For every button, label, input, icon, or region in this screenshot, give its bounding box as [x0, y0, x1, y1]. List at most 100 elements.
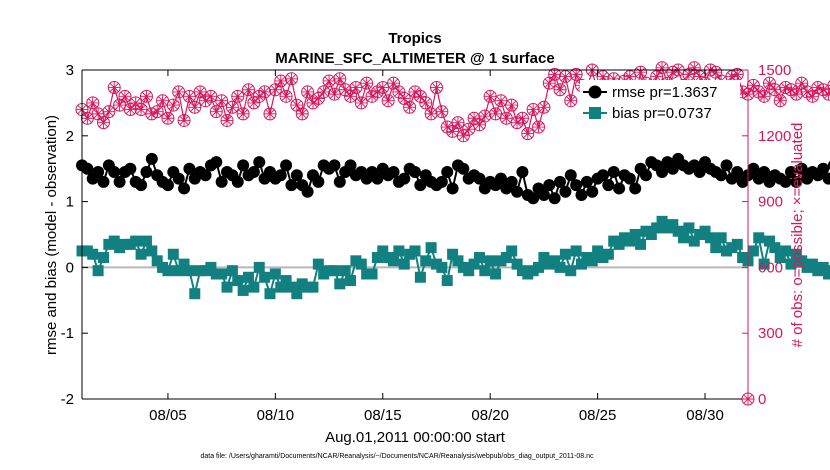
obs-point	[242, 83, 255, 97]
bias-point	[806, 258, 818, 270]
y-tick-label: -1	[61, 325, 74, 342]
rmse-point	[790, 175, 803, 188]
bias-point	[817, 261, 829, 273]
bias-point	[823, 268, 830, 280]
bias-point	[710, 242, 722, 254]
bias-point	[189, 288, 201, 300]
bias-point	[253, 261, 265, 273]
obs-point	[413, 89, 427, 103]
obs-evaluated-marker	[178, 114, 191, 127]
obs-point	[96, 116, 110, 130]
obs-evaluated-marker	[113, 99, 126, 112]
obs-evaluated-marker	[269, 83, 282, 96]
bias-point	[592, 245, 604, 257]
bias-point	[173, 265, 185, 277]
obs-evaluated-marker	[419, 96, 432, 109]
y2-tick-label: 1500	[758, 62, 791, 79]
obs-point	[134, 102, 148, 116]
bias-point	[490, 268, 502, 280]
rmse-point	[441, 165, 454, 178]
data-file-footnote: data file: /Users/gharamti/Documents/NCA…	[200, 453, 594, 460]
obs-evaluated-marker	[634, 66, 647, 79]
obs-evaluated-marker	[505, 99, 518, 112]
obs-evaluated-marker	[688, 61, 701, 74]
rmse-point	[92, 165, 105, 178]
rmse-point	[575, 189, 588, 202]
bias-point	[366, 268, 378, 280]
obs-evaluated-marker	[409, 85, 421, 98]
obs-point	[156, 94, 170, 108]
obs-evaluated-marker	[511, 116, 524, 129]
y-tick-label: 3	[66, 62, 74, 79]
bias-point	[586, 255, 598, 267]
obs-evaluated-marker	[263, 107, 276, 120]
rmse-point	[328, 159, 341, 172]
obs-evaluated-marker	[382, 94, 395, 107]
obs-point	[349, 81, 363, 95]
obs-evaluated-marker	[527, 103, 540, 116]
rmse-point	[559, 185, 572, 198]
obs-evaluated-marker	[151, 105, 164, 118]
rmse-point	[290, 169, 303, 182]
rmse-point	[97, 175, 110, 188]
obs-point	[91, 107, 105, 121]
obs-evaluated-marker	[403, 101, 416, 114]
obs-evaluated-marker	[790, 88, 803, 101]
obs-evaluated-marker	[135, 103, 148, 116]
obs-point	[687, 61, 701, 75]
obs-point	[129, 96, 143, 110]
obs-evaluated-marker	[237, 107, 250, 120]
bias-point	[753, 232, 765, 244]
obs-point	[521, 127, 535, 141]
rmse-point	[435, 175, 448, 188]
obs-evaluated-marker	[543, 77, 556, 90]
obs-evaluated-marker	[516, 112, 529, 125]
x-tick-label: 08/30	[686, 407, 724, 424]
obs-point	[553, 83, 567, 97]
rmse-point	[113, 175, 126, 188]
rmse-point	[312, 175, 325, 188]
bias-point	[393, 245, 405, 257]
obs-evaluated-marker	[366, 90, 379, 103]
y-axis-label: rmse and bias (model - observation)	[43, 115, 60, 355]
bias-point	[479, 265, 491, 277]
obs-evaluated-marker	[108, 81, 121, 94]
obs-point	[225, 100, 239, 114]
x-tick-label: 08/05	[149, 407, 187, 424]
obs-point	[317, 85, 331, 99]
obs-point	[338, 83, 352, 97]
obs-evaluated-marker	[806, 90, 819, 103]
bias-point	[264, 288, 276, 300]
bias-point	[651, 222, 663, 234]
obs-point	[429, 81, 443, 95]
obs-evaluated-marker	[183, 90, 196, 103]
bias-point	[345, 275, 357, 287]
bias-point	[183, 265, 195, 277]
rmse-point	[253, 156, 266, 169]
bias-point	[656, 215, 668, 227]
bias-point	[248, 281, 260, 293]
bias-series	[76, 215, 830, 300]
rmse-point	[494, 172, 507, 185]
rmse-point	[414, 179, 427, 192]
bias-point	[178, 258, 190, 270]
obs-evaluated-marker	[822, 88, 830, 101]
obs-point	[499, 111, 513, 125]
rmse-point	[795, 162, 808, 175]
obs-evaluated-marker	[161, 112, 174, 125]
bias-point	[425, 242, 437, 254]
obs-evaluated-marker	[398, 92, 411, 105]
bias-point	[704, 232, 716, 244]
bias-point	[146, 245, 158, 257]
bias-point	[484, 255, 496, 267]
tick-group: 08/05 08/10 08/15 08/20 08/25 08/30 -2 -1 0 1 2 3 0 3…	[61, 62, 792, 424]
obs-evaluated-marker	[763, 77, 776, 90]
obs-evaluated-marker	[194, 85, 207, 98]
y2-tick-label: 0	[758, 391, 766, 408]
bias-point	[506, 245, 518, 257]
bias-point	[232, 275, 244, 287]
obs-evaluated-marker	[317, 85, 330, 98]
rmse-point	[607, 165, 620, 178]
chart-title: Tropics	[388, 30, 441, 47]
obs-evaluated-marker	[387, 77, 400, 90]
